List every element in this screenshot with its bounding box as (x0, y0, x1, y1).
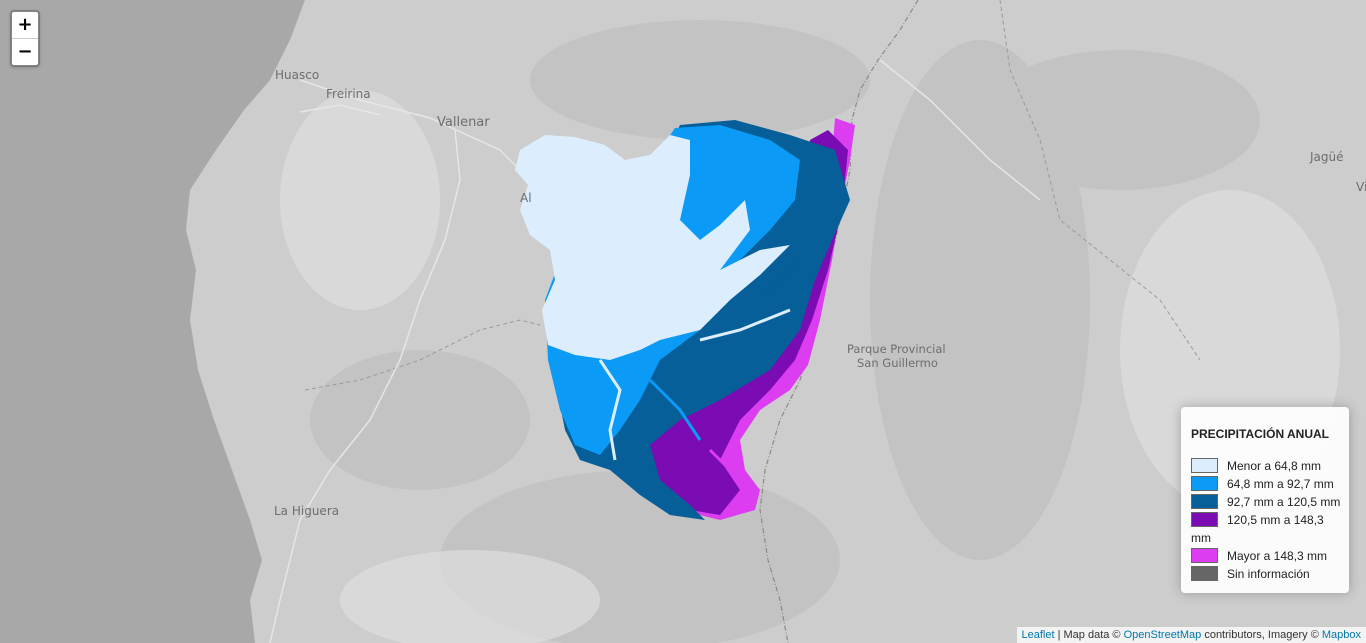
map-attribution: Leaflet | Map data © OpenStreetMap contr… (1016, 627, 1366, 643)
mapbox-link[interactable]: Mapbox (1321, 629, 1361, 641)
legend-item: Sin información (1191, 565, 1341, 583)
precip-zone-menor-64[interactable] (515, 135, 790, 360)
park-label-line2: San Guillermo (857, 356, 938, 370)
legend-item: Menor a 64,8 mm (1191, 457, 1341, 475)
legend-swatch (1191, 566, 1218, 581)
roads (269, 59, 1041, 643)
legend-swatch (1191, 458, 1218, 473)
legend-label: Mayor a 148,3 mm (1227, 549, 1328, 563)
attribution-text-1: | Map data © (1054, 629, 1124, 641)
precip-texture (598, 258, 802, 472)
openstreetmap-link[interactable]: OpenStreetMap (1123, 629, 1202, 641)
legend-label: 64,8 mm a 92,7 mm (1227, 477, 1334, 491)
legend-label: 92,7 mm a 120,5 mm (1227, 495, 1341, 509)
zoom-control: + − (10, 10, 40, 67)
legend-item: Mayor a 148,3 mm (1191, 547, 1341, 565)
precipitation-layer[interactable] (515, 118, 855, 520)
park-label-line1: Parque Provincial (847, 342, 946, 356)
place-label-jague: Jagüé (1309, 150, 1344, 164)
legend-label: Sin información (1227, 567, 1310, 581)
attribution-text-2: contributors, Imagery © (1201, 629, 1322, 641)
zoom-out-button[interactable]: − (12, 38, 38, 65)
place-label-freirina: Freirina (326, 87, 371, 101)
legend-label: Menor a 64,8 mm (1227, 459, 1322, 473)
provincial-border-east (999, 0, 1201, 361)
terrain-shading (310, 20, 1260, 643)
precipitation-legend: PRECIPITACIÓN ANUAL Menor a 64,8 mm 64,8 … (1181, 407, 1349, 593)
legend-label: 120,5 mm a 148,3 mm (1191, 513, 1324, 545)
legend-swatch (1191, 494, 1218, 509)
legend-title: PRECIPITACIÓN ANUAL (1191, 427, 1329, 441)
legend-items: Menor a 64,8 mm 64,8 mm a 92,7 mm 92,7 mm … (1191, 457, 1341, 583)
leaflet-link[interactable]: Leaflet (1021, 629, 1055, 641)
legend-item: 64,8 mm a 92,7 mm (1191, 475, 1341, 493)
place-label-la-higuera: La Higuera (274, 504, 339, 518)
legend-item: 120,5 mm a 148,3 mm (1191, 511, 1341, 547)
place-label-al: Al (520, 191, 532, 205)
place-label-vi: Vi (1356, 180, 1366, 194)
legend-swatch (1191, 476, 1218, 491)
legend-swatch (1191, 512, 1218, 527)
legend-swatch (1191, 548, 1218, 563)
place-label-huasco: Huasco (275, 68, 319, 82)
zoom-in-button[interactable]: + (17, 14, 33, 35)
place-label-vallenar: Vallenar (437, 115, 490, 130)
legend-item: 92,7 mm a 120,5 mm (1191, 493, 1341, 511)
